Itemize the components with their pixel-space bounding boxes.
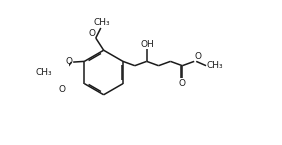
Text: CH₃: CH₃ [36,68,52,77]
Text: O: O [179,79,185,88]
Text: O: O [195,52,202,61]
Text: O: O [58,85,65,94]
Text: O: O [88,29,95,38]
Text: CH₃: CH₃ [207,61,223,70]
Text: O: O [65,57,72,66]
Text: CH₃: CH₃ [93,18,110,27]
Text: OH: OH [140,40,154,49]
